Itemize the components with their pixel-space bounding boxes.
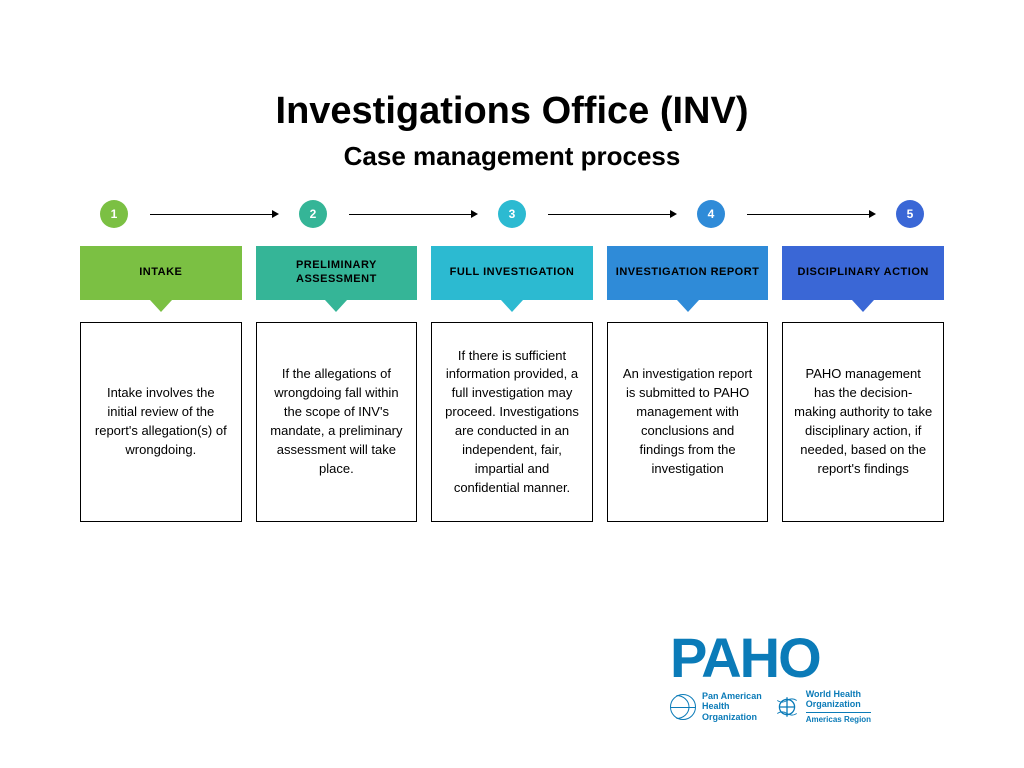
step-header-disciplinary: DISCIPLINARY ACTION	[782, 246, 944, 300]
arrow-icon	[140, 204, 287, 224]
logo-text: Organization	[806, 699, 871, 709]
step-circle-2: 2	[299, 200, 327, 228]
logo-text: World Health	[806, 689, 871, 699]
step-circle-1: 1	[100, 200, 128, 228]
logo-region: Americas Region	[806, 712, 871, 724]
globe-icon	[670, 694, 696, 720]
arrow-icon	[737, 204, 884, 224]
step-header-intake: INTAKE	[80, 246, 242, 300]
chevron-down-icon	[150, 300, 172, 312]
step-circle-5: 5	[896, 200, 924, 228]
paho-logo-text: PAHO	[670, 633, 980, 683]
step-body: An investigation report is submitted to …	[607, 322, 769, 522]
step-boxes-row: INTAKE Intake involves the initial revie…	[40, 246, 984, 522]
step-column: INTAKE Intake involves the initial revie…	[80, 246, 242, 522]
chevron-down-icon	[325, 300, 347, 312]
chevron-down-icon	[852, 300, 874, 312]
step-column: INVESTIGATION REPORT An investigation re…	[607, 246, 769, 522]
step-circle-3: 3	[498, 200, 526, 228]
step-column: DISCIPLINARY ACTION PAHO management has …	[782, 246, 944, 522]
arrow-icon	[538, 204, 685, 224]
step-number-row: 1 2 3 4 5	[40, 200, 984, 228]
logo-block: PAHO Pan American Health Organization Wo…	[670, 633, 980, 724]
logo-text: Health	[702, 701, 762, 711]
step-column: PRELIMINARY ASSESSMENT If the allegation…	[256, 246, 418, 522]
step-column: FULL INVESTIGATION If there is sufficien…	[431, 246, 593, 522]
page-subtitle: Case management process	[40, 141, 984, 172]
step-body: If there is sufficient information provi…	[431, 322, 593, 522]
step-circle-4: 4	[697, 200, 725, 228]
step-body: If the allegations of wrongdoing fall wi…	[256, 322, 418, 522]
step-body: PAHO management has the decision-making …	[782, 322, 944, 522]
page-title: Investigations Office (INV)	[40, 90, 984, 133]
chevron-down-icon	[677, 300, 699, 312]
who-icon	[774, 694, 800, 720]
logo-text: Organization	[702, 712, 762, 722]
logo-org-paho: Pan American Health Organization	[670, 691, 762, 722]
step-body: Intake involves the initial review of th…	[80, 322, 242, 522]
step-header-full-investigation: FULL INVESTIGATION	[431, 246, 593, 300]
chevron-down-icon	[501, 300, 523, 312]
step-header-report: INVESTIGATION REPORT	[607, 246, 769, 300]
step-header-preliminary: PRELIMINARY ASSESSMENT	[256, 246, 418, 300]
arrow-icon	[339, 204, 486, 224]
logo-org-who: World Health Organization Americas Regio…	[774, 689, 871, 724]
logo-text: Pan American	[702, 691, 762, 701]
